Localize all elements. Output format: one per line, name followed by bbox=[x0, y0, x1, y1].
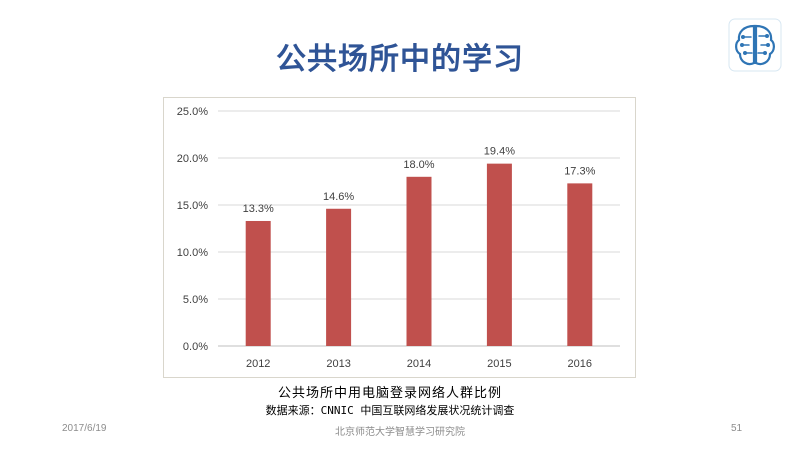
data-label: 18.0% bbox=[403, 159, 434, 171]
x-tick-label: 2012 bbox=[246, 358, 270, 370]
y-tick-label: 15.0% bbox=[177, 200, 208, 212]
data-label: 13.3% bbox=[243, 203, 274, 215]
x-tick-label: 2015 bbox=[487, 358, 511, 370]
bar bbox=[326, 208, 352, 346]
y-tick-label: 10.0% bbox=[177, 247, 208, 259]
chart-caption: 公共场所中用电脑登录网络人群比例 bbox=[277, 386, 502, 401]
footer-date: 2017/6/19 bbox=[62, 423, 107, 434]
bar bbox=[486, 163, 512, 346]
brain-circuit-icon bbox=[728, 18, 782, 72]
page-number: 51 bbox=[731, 423, 743, 434]
footer-institution: 北京师范大学智慧学习研究院 bbox=[335, 427, 465, 438]
bar bbox=[567, 183, 593, 346]
y-tick-label: 20.0% bbox=[177, 153, 208, 165]
data-label: 14.6% bbox=[323, 191, 354, 203]
data-source-note: 数据来源：CNNIC 中国互联网络发展状况统计调查 bbox=[265, 404, 515, 417]
y-tick-label: 0.0% bbox=[183, 341, 208, 353]
x-tick-label: 2013 bbox=[326, 358, 350, 370]
data-label: 19.4% bbox=[484, 146, 515, 158]
y-tick-label: 25.0% bbox=[177, 106, 208, 118]
data-label: 17.3% bbox=[564, 165, 595, 177]
bar bbox=[245, 220, 271, 346]
x-tick-label: 2014 bbox=[407, 358, 431, 370]
y-tick-label: 5.0% bbox=[183, 294, 208, 306]
slide-title: 公共场所中的学习 bbox=[276, 42, 524, 77]
chart-frame bbox=[163, 97, 636, 378]
bar bbox=[406, 176, 432, 346]
x-tick-label: 2016 bbox=[568, 358, 592, 370]
